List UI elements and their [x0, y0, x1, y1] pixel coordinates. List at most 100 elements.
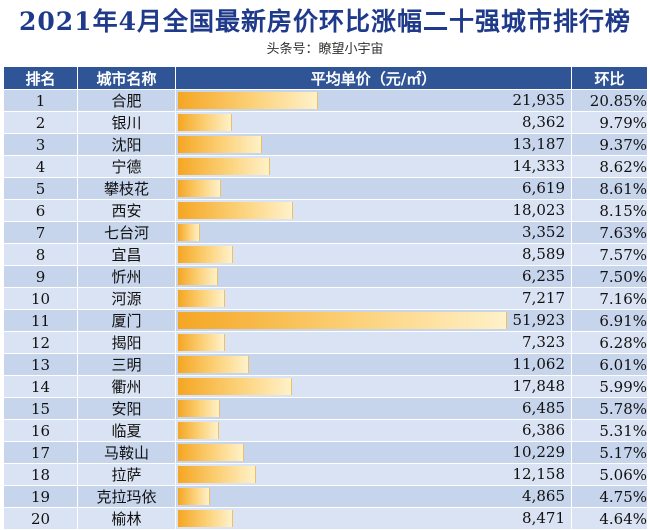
rank-cell: 1: [3, 89, 78, 112]
table-row: 11 厦门 51,923 6.91%: [3, 309, 648, 332]
table-row: 6 西安 18,023 8.15%: [3, 199, 648, 222]
table-row: 9 忻州 6,235 7.50%: [3, 265, 648, 288]
table-row: 16 临夏 6,386 5.31%: [3, 419, 648, 442]
table-row: 15 安阳 6,485 5.78%: [3, 397, 648, 420]
mom-cell: 20.85%: [571, 89, 648, 112]
price-bar: [178, 356, 249, 373]
city-cell: 银川: [77, 111, 176, 134]
city-cell: 临夏: [77, 419, 176, 442]
table-row: 5 攀枝花 6,619 8.61%: [3, 177, 648, 200]
mom-cell: 5.06%: [571, 463, 648, 486]
price-bar: [178, 268, 218, 285]
mom-cell: 5.17%: [571, 441, 648, 464]
city-cell: 安阳: [77, 397, 176, 420]
table-row: 20 榆林 8,471 4.64%: [3, 507, 648, 530]
mom-cell: 4.75%: [571, 485, 648, 508]
table-row: 10 河源 7,217 7.16%: [3, 287, 648, 310]
price-bar: [178, 114, 232, 131]
price-bar: [178, 136, 262, 153]
table-row: 19 克拉玛依 4,865 4.75%: [3, 485, 648, 508]
city-cell: 西安: [77, 199, 176, 222]
price-cell: 18,023: [175, 199, 572, 222]
table-row: 8 宜昌 8,589 7.57%: [3, 243, 648, 266]
city-cell: 忻州: [77, 265, 176, 288]
mom-cell: 7.57%: [571, 243, 648, 266]
table-row: 3 沈阳 13,187 9.37%: [3, 133, 648, 156]
price-value: 6,386: [522, 421, 565, 439]
city-cell: 揭阳: [77, 331, 176, 354]
chart-subtitle: 头条号：瞭望小宇宙: [266, 42, 384, 57]
city-cell: 厦门: [77, 309, 176, 332]
mom-cell: 5.99%: [571, 375, 648, 398]
table-header-row: 排名 城市名称 平均单价（元/㎡） 环比: [3, 66, 648, 90]
rank-cell: 5: [3, 177, 78, 200]
price-bar: [178, 378, 292, 395]
price-value: 17,848: [512, 377, 566, 395]
rank-cell: 4: [3, 155, 78, 178]
city-cell: 攀枝花: [77, 177, 176, 200]
price-cell: 8,589: [175, 243, 572, 266]
rank-cell: 2: [3, 111, 78, 134]
city-cell: 河源: [77, 287, 176, 310]
mom-cell: 8.61%: [571, 177, 648, 200]
table-row: 12 揭阳 7,323 6.28%: [3, 331, 648, 354]
price-bar: [178, 444, 244, 461]
rank-cell: 9: [3, 265, 78, 288]
price-value: 6,619: [522, 179, 565, 197]
mom-cell: 7.16%: [571, 287, 648, 310]
city-cell: 榆林: [77, 507, 176, 530]
city-cell: 合肥: [77, 89, 176, 112]
column-header-city: 城市名称: [77, 66, 176, 90]
price-value: 10,229: [512, 443, 566, 461]
price-cell: 6,485: [175, 397, 572, 420]
price-value: 12,158: [512, 465, 566, 483]
price-value: 18,023: [512, 201, 566, 219]
price-cell: 21,935: [175, 89, 572, 112]
rank-cell: 16: [3, 419, 78, 442]
price-value: 8,471: [522, 509, 565, 527]
rank-cell: 15: [3, 397, 78, 420]
table-row: 17 马鞍山 10,229 5.17%: [3, 441, 648, 464]
table-row: 4 宁德 14,333 8.62%: [3, 155, 648, 178]
rank-cell: 6: [3, 199, 78, 222]
table-row: 1 合肥 21,935 20.85%: [3, 89, 648, 112]
price-cell: 10,229: [175, 441, 572, 464]
mom-cell: 5.78%: [571, 397, 648, 420]
table-row: 14 衢州 17,848 5.99%: [3, 375, 648, 398]
price-bar: [178, 422, 219, 439]
price-value: 6,235: [522, 267, 565, 285]
city-cell: 七台河: [77, 221, 176, 244]
price-value: 13,187: [512, 135, 566, 153]
price-value: 11,062: [512, 355, 566, 373]
price-bar: [178, 158, 270, 175]
price-cell: 14,333: [175, 155, 572, 178]
mom-cell: 9.79%: [571, 111, 648, 134]
price-value: 7,323: [522, 333, 565, 351]
city-cell: 马鞍山: [77, 441, 176, 464]
price-cell: 6,235: [175, 265, 572, 288]
price-cell: 8,362: [175, 111, 572, 134]
rank-cell: 10: [3, 287, 78, 310]
rank-cell: 8: [3, 243, 78, 266]
column-header-rank: 排名: [3, 66, 78, 90]
mom-cell: 4.64%: [571, 507, 648, 530]
price-bar: [178, 290, 225, 307]
price-cell: 6,619: [175, 177, 572, 200]
rank-cell: 20: [3, 507, 78, 530]
price-bar: [178, 180, 221, 197]
city-cell: 拉萨: [77, 463, 176, 486]
city-cell: 三明: [77, 353, 176, 376]
ranking-table: 排名 城市名称 平均单价（元/㎡） 环比 1 合肥 21,935 20.85% 2 银川 8…: [3, 66, 648, 530]
price-cell: 13,187: [175, 133, 572, 156]
price-bar: [178, 246, 233, 263]
price-cell: 3,352: [175, 221, 572, 244]
price-value: 21,935: [512, 91, 566, 109]
table-row: 2 银川 8,362 9.79%: [3, 111, 648, 134]
price-cell: 7,323: [175, 331, 572, 354]
price-value: 6,485: [522, 399, 565, 417]
table-row: 18 拉萨 12,158 5.06%: [3, 463, 648, 486]
chart-title: 2021年4月全国最新房价环比涨幅二十强城市排行榜: [19, 7, 631, 36]
price-value: 8,362: [522, 113, 565, 131]
price-cell: 17,848: [175, 375, 572, 398]
mom-cell: 9.37%: [571, 133, 648, 156]
